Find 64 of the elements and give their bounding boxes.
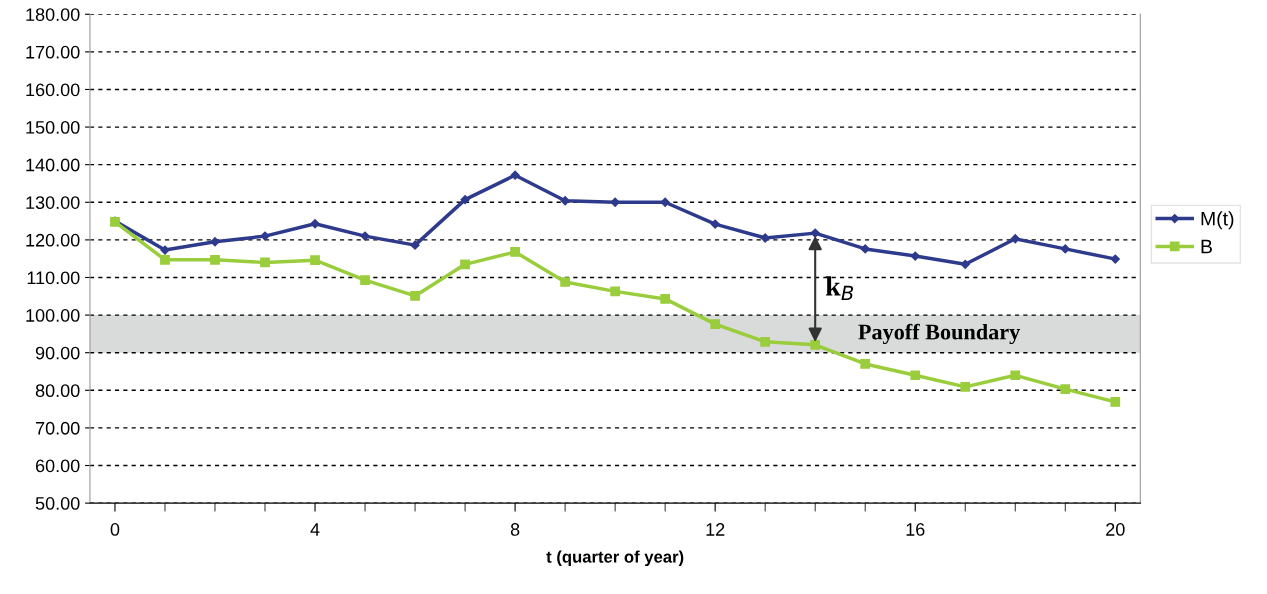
- point: [660, 294, 671, 304]
- x-tick-label: 8: [510, 523, 520, 536]
- point: [210, 237, 220, 247]
- point: [860, 244, 870, 254]
- point: [510, 247, 520, 257]
- y-tick-label: 150.00: [26, 121, 80, 134]
- y-tick-label: 80.00: [35, 384, 80, 398]
- x-tick-label: 12: [706, 523, 725, 536]
- point: [310, 219, 320, 229]
- x-tick-label: 16: [906, 523, 925, 536]
- point: [1010, 370, 1021, 381]
- x-axis-title: t (quarter of year): [546, 550, 684, 567]
- point: [760, 336, 771, 347]
- point: [810, 339, 821, 350]
- y-tick-label: 70.00: [35, 421, 80, 435]
- point: [1110, 397, 1121, 407]
- point: [160, 254, 170, 265]
- point: [610, 197, 620, 207]
- x-tick-label: 20: [1106, 523, 1125, 536]
- x-tick-label: 0: [110, 523, 120, 536]
- y-tick-label: 90.00: [35, 346, 80, 360]
- point: [810, 228, 820, 238]
- point: [1060, 384, 1071, 395]
- band-label: Payoff Boundary: [858, 323, 1021, 345]
- point: [960, 259, 970, 269]
- point: [660, 197, 670, 207]
- point: [460, 259, 470, 270]
- point: [560, 277, 570, 287]
- point: [460, 195, 470, 205]
- y-tick-label: 120.00: [26, 233, 80, 247]
- point: [310, 255, 320, 266]
- y-tick-label: 130.00: [26, 196, 80, 209]
- point: [410, 291, 420, 301]
- y-tick-label: 180.00: [26, 8, 80, 21]
- point: [510, 170, 520, 180]
- point: [760, 233, 770, 243]
- point: [910, 370, 921, 381]
- point: [1010, 234, 1020, 244]
- y-tick-label: 50.00: [35, 497, 80, 510]
- point: [360, 231, 370, 241]
- point: [910, 251, 920, 261]
- legend-label: M(t): [1201, 211, 1234, 230]
- legend-label: B: [1201, 239, 1212, 254]
- y-tick-label: 60.00: [35, 459, 80, 473]
- point: [560, 196, 570, 206]
- y-tick-label: 160.00: [26, 83, 80, 97]
- point: [210, 254, 220, 265]
- point: [410, 240, 420, 250]
- point: [960, 382, 971, 392]
- point: [260, 257, 270, 268]
- y-tick-label: 100.00: [26, 309, 80, 322]
- point: [710, 219, 720, 229]
- point: [260, 231, 270, 241]
- point: [1110, 254, 1120, 264]
- x-tick-label: 4: [310, 523, 320, 536]
- y-tick-label: 170.00: [26, 45, 80, 59]
- point: [860, 359, 871, 369]
- y-tick-label: 140.00: [26, 158, 80, 172]
- point: [360, 275, 370, 285]
- point: [610, 286, 620, 297]
- point: [1060, 244, 1070, 254]
- annotation: k$_{B}$: [825, 276, 854, 301]
- point: [710, 319, 721, 329]
- y-tick-label: 110.00: [27, 271, 80, 285]
